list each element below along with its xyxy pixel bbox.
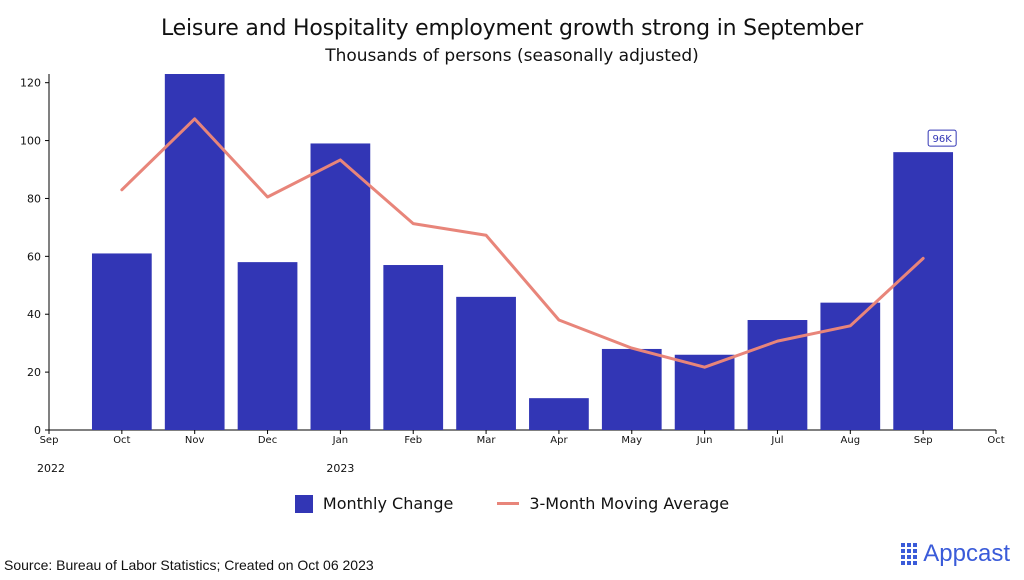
bar (529, 398, 589, 430)
x-tick-label: Dec (258, 435, 277, 446)
x-tick-label: Jul (770, 435, 783, 446)
appcast-logo: Appcast (901, 540, 1010, 568)
bar (601, 348, 662, 430)
y-tick-label: 40 (27, 308, 41, 321)
annotation-box (927, 129, 957, 147)
y-tick-label: 60 (27, 250, 41, 263)
legend-item-monthly-change: Monthly Change (294, 494, 454, 513)
legend: Monthly Change 3-Month Moving Average (0, 494, 1024, 513)
x-tick-label: Feb (404, 435, 422, 446)
bar (383, 265, 444, 430)
legend-swatch-line (497, 502, 520, 505)
logo-text: Appcast (923, 540, 1010, 567)
x-tick-label: Sep (40, 435, 59, 446)
legend-swatch-bar (294, 494, 313, 513)
logo-dots-icon (901, 543, 918, 565)
bar (164, 74, 225, 430)
chart-subtitle: Thousands of persons (seasonally adjuste… (325, 46, 699, 66)
bar (310, 143, 371, 430)
bar (820, 302, 881, 430)
legend-label-bar: Monthly Change (322, 494, 454, 513)
y-tick-label: 20 (27, 366, 41, 379)
x-tick-label: Oct (987, 435, 1004, 446)
x-tick-label: Jan (332, 435, 348, 446)
x-tick-label: Nov (185, 435, 205, 446)
bar (893, 152, 954, 430)
x-tick-label: May (621, 435, 642, 446)
source-note: Source: Bureau of Labor Statistics; Crea… (4, 557, 374, 573)
moving-average-line (120, 117, 925, 369)
y-tick-label: 100 (20, 135, 41, 148)
bar (91, 253, 152, 430)
chart-canvas: 0 20 40 60 80 100 120 Sep Oct Nov Dec Jan Feb Mar Apr M… (20, 74, 1005, 475)
x-tick-label: Apr (550, 435, 568, 446)
x-tick-label: Oct (113, 435, 130, 446)
bar (456, 296, 516, 430)
x-tick-label: Sep (914, 435, 933, 446)
y-tick-label: 80 (27, 192, 41, 205)
bar (237, 262, 298, 430)
x-tick-label: Aug (841, 435, 861, 446)
year-label: 2023 (326, 462, 354, 475)
y-tick-label: 120 (20, 77, 41, 90)
x-tick-label: Jun (696, 435, 713, 446)
x-tick-label: Mar (477, 435, 497, 446)
legend-label-line: 3-Month Moving Average (529, 494, 730, 513)
year-label: 2022 (37, 462, 65, 475)
y-tick-label: 0 (34, 424, 41, 437)
annotation-label: 96K (933, 134, 953, 145)
legend-item-moving-average: 3-Month Moving Average (497, 494, 729, 513)
chart-title: Leisure and Hospitality employment growt… (161, 16, 863, 41)
